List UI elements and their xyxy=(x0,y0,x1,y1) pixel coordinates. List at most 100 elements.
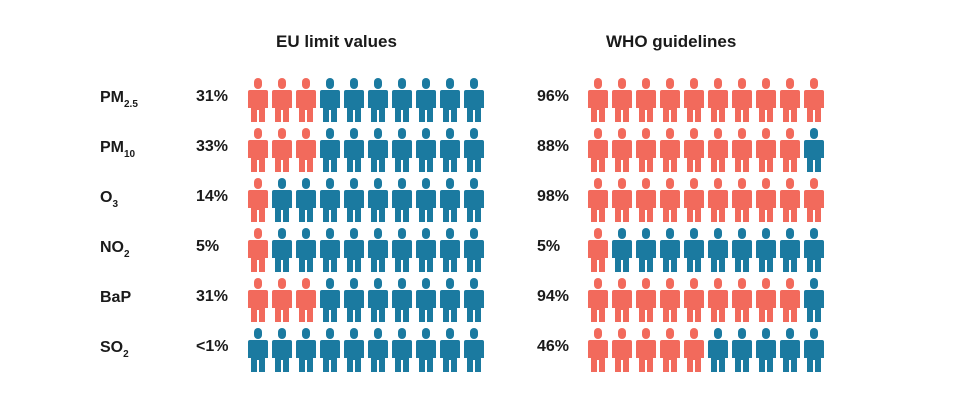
person-icon xyxy=(416,78,436,122)
person-icon xyxy=(780,228,800,272)
pollutant-name: SO xyxy=(100,339,124,356)
person-icon-exceeding xyxy=(780,78,800,122)
person-icon-exceeding xyxy=(296,278,316,322)
pollutant-name: O xyxy=(100,189,113,206)
person-icon-exceeding xyxy=(612,328,632,372)
person-icon xyxy=(440,328,460,372)
person-icon xyxy=(296,228,316,272)
pollutant-name: PM xyxy=(100,139,124,156)
eu-chart-title: EU limit values xyxy=(276,32,397,51)
person-icon xyxy=(708,228,728,272)
person-icon-exceeding xyxy=(588,128,608,172)
person-icon xyxy=(416,228,436,272)
person-icon xyxy=(320,278,340,322)
person-icon-exceeding xyxy=(612,178,632,222)
person-icon-exceeding xyxy=(248,78,268,122)
person-icon-exceeding xyxy=(636,78,656,122)
person-icon xyxy=(464,178,484,222)
person-icon-exceeding xyxy=(732,78,752,122)
person-icon-exceeding xyxy=(248,228,268,272)
person-icon-exceeding xyxy=(660,128,680,172)
person-icon-exceeding xyxy=(636,278,656,322)
person-icon-exceeding xyxy=(636,178,656,222)
who-icon-row xyxy=(588,328,824,372)
pollutant-label: O3 xyxy=(100,188,190,210)
person-icon-exceeding xyxy=(272,278,292,322)
person-icon-exceeding xyxy=(588,228,608,272)
eu-percent-label: 5% xyxy=(196,238,220,255)
pollutant-label: SO2 xyxy=(100,338,190,360)
person-icon xyxy=(756,328,776,372)
person-icon xyxy=(392,128,412,172)
pollutant-name: PM xyxy=(100,89,124,106)
person-icon-exceeding xyxy=(588,178,608,222)
person-icon xyxy=(416,328,436,372)
person-icon-exceeding xyxy=(684,278,704,322)
person-icon-exceeding xyxy=(636,328,656,372)
eu-percent-label: 14% xyxy=(196,188,229,205)
person-icon-exceeding xyxy=(588,278,608,322)
person-icon xyxy=(344,178,364,222)
person-icon xyxy=(320,178,340,222)
person-icon xyxy=(344,228,364,272)
person-icon xyxy=(296,178,316,222)
person-icon xyxy=(612,228,632,272)
person-icon xyxy=(440,178,460,222)
person-icon-exceeding xyxy=(756,278,776,322)
who-percent-label: 88% xyxy=(537,138,570,155)
pollutant-label: NO2 xyxy=(100,238,190,260)
person-icon xyxy=(440,228,460,272)
person-icon-exceeding xyxy=(272,78,292,122)
person-icon-exceeding xyxy=(684,178,704,222)
person-icon xyxy=(368,78,388,122)
who-icon-row xyxy=(588,178,824,222)
eu-icon-row xyxy=(248,278,484,322)
who-icon-row xyxy=(588,128,824,172)
eu-percent-label: 31% xyxy=(196,288,229,305)
person-icon xyxy=(368,128,388,172)
person-icon xyxy=(464,128,484,172)
person-icon xyxy=(416,178,436,222)
person-icon xyxy=(272,178,292,222)
person-icon xyxy=(344,328,364,372)
pollutant-subscript: 2.5 xyxy=(124,99,138,110)
person-icon-exceeding xyxy=(804,178,824,222)
person-icon xyxy=(464,228,484,272)
person-icon-exceeding xyxy=(684,128,704,172)
person-icon-exceeding xyxy=(248,278,268,322)
person-icon-exceeding xyxy=(780,178,800,222)
person-icon-exceeding xyxy=(756,128,776,172)
person-icon xyxy=(440,128,460,172)
person-icon xyxy=(440,78,460,122)
person-icon xyxy=(804,328,824,372)
person-icon xyxy=(464,278,484,322)
person-icon xyxy=(804,228,824,272)
eu-icon-row xyxy=(248,178,484,222)
pollutant-label: PM10 xyxy=(100,138,190,160)
pollutant-subscript: 2 xyxy=(124,249,130,260)
person-icon-exceeding xyxy=(660,78,680,122)
person-icon xyxy=(344,78,364,122)
person-icon-exceeding xyxy=(732,128,752,172)
person-icon xyxy=(368,278,388,322)
person-icon-exceeding xyxy=(588,328,608,372)
pollutant-name: NO xyxy=(100,239,124,256)
person-icon-exceeding xyxy=(732,278,752,322)
person-icon xyxy=(392,228,412,272)
person-icon-exceeding xyxy=(660,328,680,372)
person-icon xyxy=(416,128,436,172)
eu-icon-row xyxy=(248,128,484,172)
person-icon xyxy=(732,228,752,272)
person-icon-exceeding xyxy=(756,178,776,222)
person-icon-exceeding xyxy=(684,328,704,372)
person-icon-exceeding xyxy=(612,78,632,122)
person-icon-exceeding xyxy=(660,178,680,222)
person-icon xyxy=(708,328,728,372)
person-icon xyxy=(272,328,292,372)
pollutant-name: BaP xyxy=(100,289,132,306)
person-icon-exceeding xyxy=(780,278,800,322)
person-icon xyxy=(368,328,388,372)
person-icon-exceeding xyxy=(684,78,704,122)
eu-percent-label: <1% xyxy=(196,338,229,355)
person-icon-exceeding xyxy=(248,128,268,172)
